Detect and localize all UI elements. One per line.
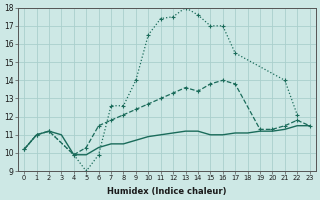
- X-axis label: Humidex (Indice chaleur): Humidex (Indice chaleur): [107, 187, 227, 196]
